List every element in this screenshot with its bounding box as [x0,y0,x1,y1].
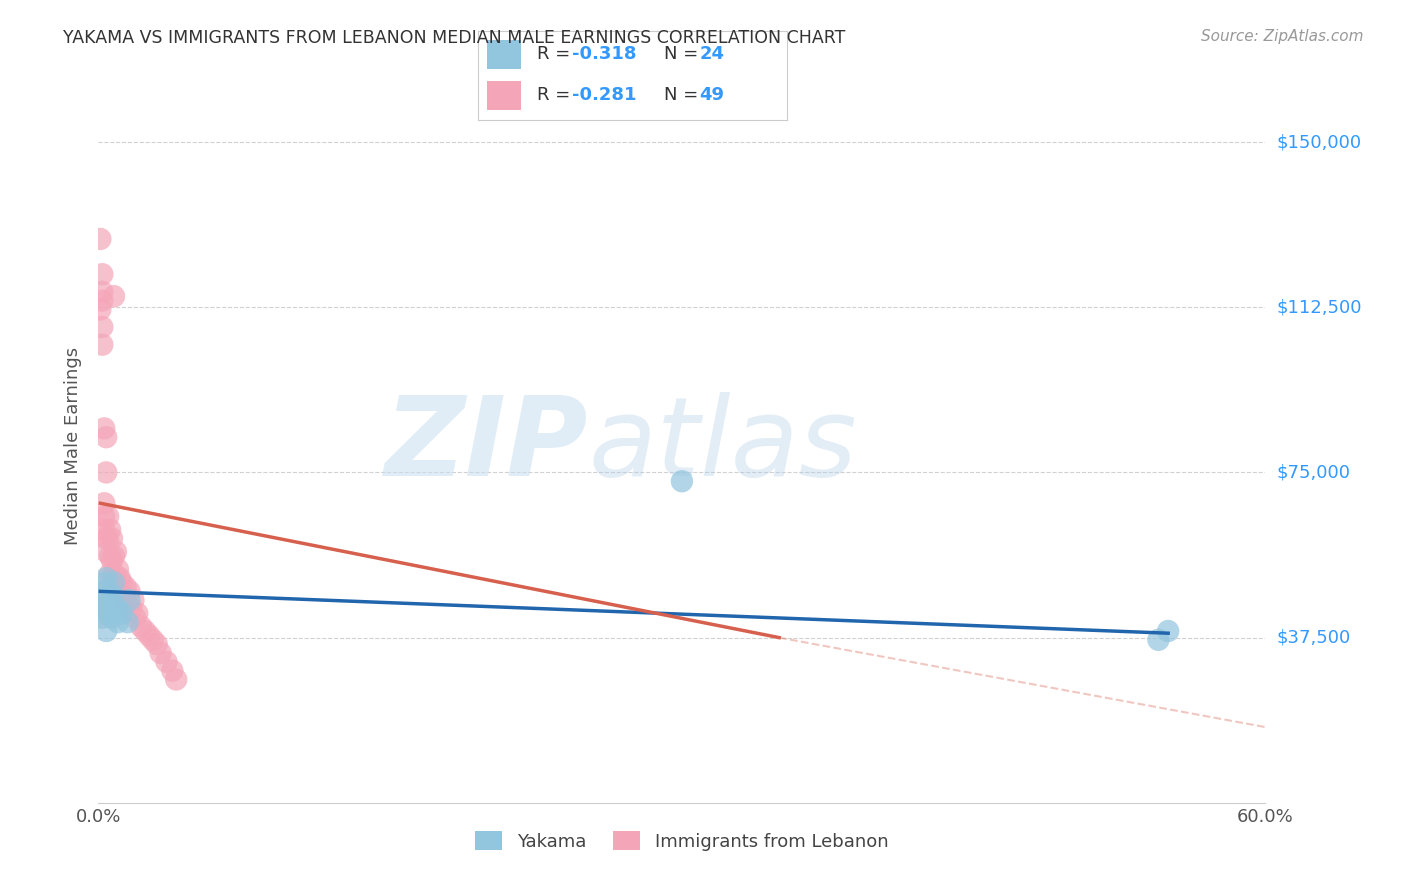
Point [1147,632,1170,647]
Point [96,624,118,638]
Point [96,466,118,480]
Point [93,496,115,510]
Point [114,580,136,594]
Point [121,602,143,616]
Text: ZIP: ZIP [385,392,589,500]
Point [91,293,114,308]
Point [97,607,120,621]
Point [107,584,129,599]
FancyBboxPatch shape [488,40,522,69]
Point [96,545,118,559]
Point [96,430,118,444]
Text: $75,000: $75,000 [1277,464,1351,482]
Point [107,602,129,616]
Point [129,619,152,633]
Point [155,655,177,669]
Point [117,598,139,612]
Text: $37,500: $37,500 [1277,629,1351,647]
Point [98,523,121,537]
Point [97,598,120,612]
Point [93,509,115,524]
Point [97,532,120,546]
Point [101,611,124,625]
Text: $150,000: $150,000 [1277,133,1361,151]
Point [146,637,169,651]
Point [97,584,120,599]
Point [89,232,111,246]
Text: $112,500: $112,500 [1277,298,1362,317]
Point [103,575,125,590]
Point [104,575,127,590]
Point [111,607,134,621]
Point [93,421,115,435]
Point [91,584,114,599]
Point [98,549,121,563]
Point [97,509,120,524]
Point [149,646,172,660]
Point [111,575,134,590]
Point [93,575,115,590]
Point [127,607,149,621]
Point [134,624,156,638]
Text: R =: R = [537,87,576,104]
Point [89,602,111,616]
Point [103,289,125,303]
Point [112,589,135,603]
Point [103,602,125,616]
Point [96,571,118,585]
Point [91,337,114,351]
Point [93,523,115,537]
Text: N =: N = [664,87,703,104]
Point [117,615,139,630]
Point [122,593,145,607]
Point [103,566,125,581]
Text: -0.281: -0.281 [572,87,637,104]
Text: YAKAMA VS IMMIGRANTS FROM LEBANON MEDIAN MALE EARNINGS CORRELATION CHART: YAKAMA VS IMMIGRANTS FROM LEBANON MEDIAN… [63,29,845,46]
Text: 49: 49 [699,87,724,104]
Point [91,267,114,281]
Text: atlas: atlas [589,392,858,500]
Point [91,320,114,334]
Point [108,584,131,599]
Point [98,602,121,616]
Point [93,593,115,607]
Point [89,302,111,317]
Point [162,664,184,678]
Point [138,628,160,642]
Y-axis label: Median Male Earnings: Median Male Earnings [65,347,83,545]
Point [108,571,131,585]
Point [96,532,118,546]
Point [118,584,141,599]
Point [101,553,124,567]
Point [671,475,693,489]
Point [107,562,129,576]
FancyBboxPatch shape [488,81,522,110]
Legend: Yakama, Immigrants from Lebanon: Yakama, Immigrants from Lebanon [468,824,896,858]
Point [118,593,141,607]
Point [98,593,121,607]
Point [98,566,121,581]
Text: R =: R = [537,45,576,63]
Point [124,611,146,625]
Text: Source: ZipAtlas.com: Source: ZipAtlas.com [1201,29,1364,44]
Point [103,549,125,563]
Point [101,589,124,603]
Point [101,532,124,546]
Point [142,632,165,647]
Point [107,615,129,630]
Point [96,589,118,603]
Point [91,611,114,625]
Text: 24: 24 [699,45,724,63]
Text: N =: N = [664,45,703,63]
Text: -0.318: -0.318 [572,45,637,63]
Point [104,607,127,621]
Point [93,607,115,621]
Point [104,545,127,559]
Point [91,285,114,299]
Point [1157,624,1180,638]
Point [165,673,187,687]
